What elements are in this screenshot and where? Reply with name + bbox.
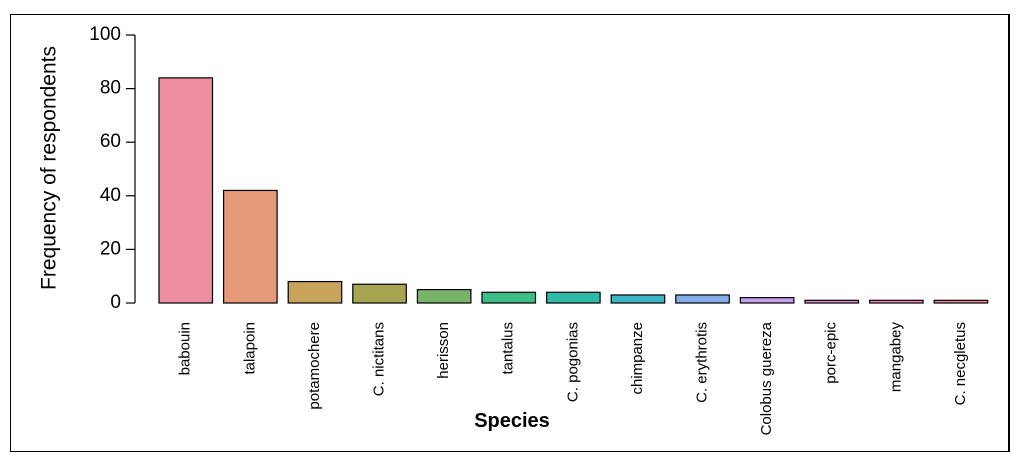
x-tick-label: C. erythrotis (694, 322, 711, 403)
x-tick-labels: babouin talapoin potamochere C. nictitans he… (177, 321, 969, 435)
x-tick-label: herisson (435, 322, 452, 379)
bars-group (158, 77, 989, 304)
x-tick-label: talapoin (241, 322, 258, 375)
bar-colobus-guereza (739, 297, 795, 304)
x-tick-label: potamochere (306, 322, 323, 410)
bar-chimpanze (610, 294, 666, 304)
bar-mangabey (868, 299, 924, 304)
bar-potamochere (287, 280, 343, 304)
bar-tantalus (481, 291, 537, 304)
y-tick-label: 20 (100, 238, 121, 259)
y-tick-label: 40 (100, 185, 121, 206)
bar-c-necgletus (933, 299, 989, 304)
x-tick-label: C. necgletus (952, 322, 969, 405)
x-tick-label: chimpanze (629, 322, 646, 395)
x-tick-label: babouin (177, 322, 194, 375)
bar-talapoin (223, 189, 278, 304)
bar-porc-epic (804, 299, 860, 304)
y-axis: 0 20 40 60 80 100 (89, 24, 136, 313)
x-tick-label: C. nictitans (371, 322, 388, 396)
bar-c-pogonias (545, 291, 601, 304)
x-tick-label: C. pogonias (564, 322, 581, 402)
y-tick-label: 80 (100, 78, 121, 99)
bar-c-erythrotis (675, 294, 730, 304)
y-tick-label: 100 (89, 24, 121, 45)
x-tick-label: porc-epic (823, 322, 840, 384)
x-axis-title: Species (474, 410, 550, 432)
bar-herisson (416, 289, 472, 304)
y-tick-label: 60 (100, 131, 121, 152)
x-tick-label: Colobus guereza (758, 321, 775, 435)
y-tick-label: 0 (110, 292, 121, 313)
x-tick-label: mangabey (887, 322, 904, 393)
bar-c-nictitans (352, 283, 407, 304)
y-axis-title: Frequency of respondents (38, 46, 61, 290)
x-tick-label: tantalus (500, 322, 517, 375)
bar-babouin (158, 77, 214, 304)
